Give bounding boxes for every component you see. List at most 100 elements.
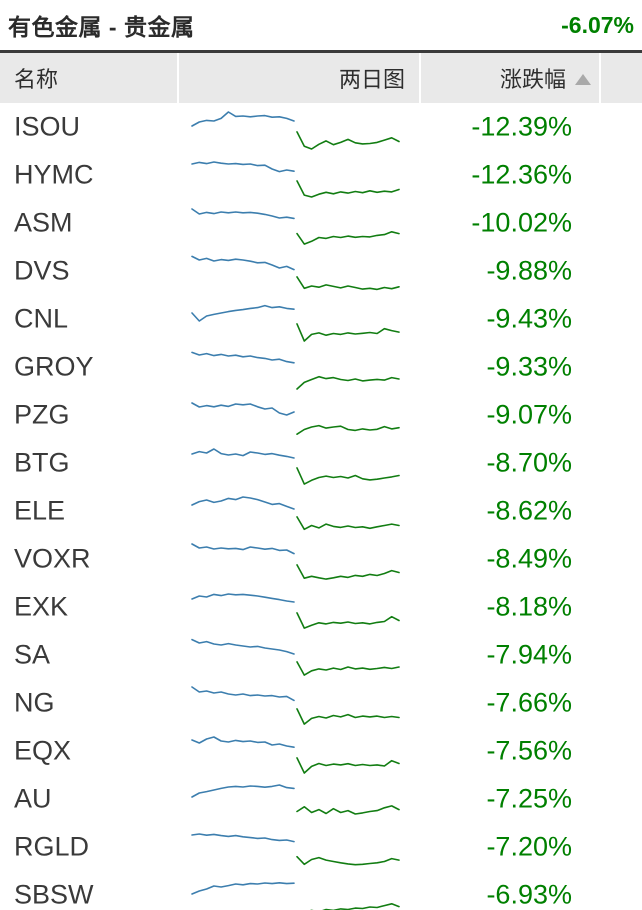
day2-line — [296, 375, 400, 390]
table-row[interactable]: ISOU -12.39% — [0, 103, 642, 151]
change-percent: -9.43% — [486, 303, 572, 334]
day2-line — [296, 230, 400, 245]
ticker-symbol: PZG — [14, 399, 70, 430]
change-percent: -8.49% — [486, 543, 572, 574]
table-row[interactable]: ASM -10.02% — [0, 199, 642, 247]
day2-line — [296, 424, 400, 436]
table-row[interactable]: NG -7.66% — [0, 679, 642, 727]
change-percent: -12.36% — [471, 159, 572, 190]
change-percent: -10.02% — [471, 207, 572, 238]
change-percent: -7.56% — [486, 735, 572, 766]
day1-line — [191, 496, 295, 510]
day2-line — [296, 661, 400, 676]
two-day-sparkline — [191, 833, 400, 866]
table-row[interactable]: HYMC -12.36% — [0, 151, 642, 199]
change-percent: -7.94% — [486, 639, 572, 670]
change-percent: -7.20% — [486, 831, 572, 862]
two-day-sparkline — [191, 208, 400, 245]
table-row[interactable]: RGLD -7.20% — [0, 823, 642, 871]
column-header-spacer — [601, 53, 642, 103]
two-day-sparkline — [191, 351, 400, 390]
ticker-symbol: EXK — [14, 591, 69, 622]
column-header-change-label: 涨跌幅 — [499, 67, 566, 92]
change-percent: -12.39% — [471, 111, 572, 142]
two-day-sparkline — [191, 496, 400, 531]
day2-line — [296, 323, 400, 342]
ticker-symbol: ASM — [14, 207, 73, 238]
table-row[interactable]: VOXR -8.49% — [0, 535, 642, 583]
stock-list: ISOU -12.39% HYMC -12.36% ASM -10.02% DV… — [0, 103, 642, 910]
table-row[interactable]: SBSW -6.93% — [0, 871, 642, 910]
column-header-name[interactable]: 名称 — [0, 53, 177, 103]
table-row[interactable]: BTG -8.70% — [0, 439, 642, 487]
two-day-sparkline — [191, 784, 400, 815]
change-percent: -8.70% — [486, 447, 572, 478]
ticker-symbol: SBSW — [14, 879, 94, 910]
table-header: 名称 两日图 涨跌幅 — [0, 53, 642, 103]
table-row[interactable]: AU -7.25% — [0, 775, 642, 823]
ticker-symbol: NG — [14, 687, 55, 718]
column-header-change[interactable]: 涨跌幅 — [421, 53, 599, 103]
ticker-symbol: HYMC — [14, 159, 94, 190]
two-day-sparkline — [191, 543, 400, 580]
table-row[interactable]: DVS -9.88% — [0, 247, 642, 295]
table-row[interactable]: ELE -8.62% — [0, 487, 642, 535]
ticker-symbol: SA — [14, 639, 51, 670]
table-row[interactable]: SA -7.94% — [0, 631, 642, 679]
day1-line — [191, 111, 295, 127]
day2-line — [309, 902, 400, 910]
two-day-sparkline — [191, 255, 400, 291]
day1-line — [191, 351, 295, 364]
two-day-sparkline — [191, 882, 400, 910]
ticker-symbol: CNL — [14, 303, 69, 334]
table-row[interactable]: CNL -9.43% — [0, 295, 642, 343]
day1-line — [191, 208, 295, 220]
day1-line — [191, 784, 295, 798]
ticker-symbol: GROY — [14, 351, 94, 382]
day2-line — [296, 564, 400, 580]
change-percent: -7.25% — [486, 783, 572, 814]
day2-line — [296, 855, 400, 866]
section-change-percent: -6.07% — [561, 11, 634, 38]
ticker-symbol: ISOU — [14, 111, 81, 142]
two-day-sparkline — [191, 161, 400, 198]
change-percent: -8.18% — [486, 591, 572, 622]
change-percent: -8.62% — [486, 495, 572, 526]
day2-line — [296, 708, 400, 725]
day2-line — [296, 612, 400, 629]
two-day-sparkline — [191, 686, 400, 725]
day1-line — [191, 882, 295, 895]
ticker-symbol: DVS — [14, 255, 70, 286]
day1-line — [191, 593, 295, 603]
ticker-symbol: ELE — [14, 495, 66, 526]
change-percent: -9.07% — [486, 399, 572, 430]
section-title: 有色金属 - 贵金属 — [8, 14, 195, 40]
two-day-sparkline — [191, 736, 400, 774]
two-day-sparkline — [191, 593, 400, 629]
table-row[interactable]: EXK -8.18% — [0, 583, 642, 631]
day1-line — [191, 161, 295, 173]
two-day-sparkline — [191, 111, 400, 150]
table-row[interactable]: EQX -7.56% — [0, 727, 642, 775]
day1-line — [191, 833, 295, 843]
two-day-sparkline — [191, 304, 400, 342]
ticker-symbol: EQX — [14, 735, 72, 766]
column-header-two-day-chart[interactable]: 两日图 — [179, 53, 419, 103]
day1-line — [191, 402, 295, 416]
change-percent: -7.66% — [486, 687, 572, 718]
two-day-sparkline — [191, 448, 400, 485]
day1-line — [191, 638, 295, 655]
day1-line — [191, 448, 295, 459]
day2-line — [296, 467, 400, 485]
day2-line — [296, 805, 400, 815]
table-row[interactable]: GROY -9.33% — [0, 343, 642, 391]
ticker-symbol: RGLD — [14, 831, 90, 862]
two-day-sparkline — [191, 402, 400, 436]
change-percent: -9.33% — [486, 351, 572, 382]
day2-line — [296, 180, 400, 198]
section-header: 有色金属 - 贵金属 -6.07% — [0, 0, 642, 53]
table-row[interactable]: PZG -9.07% — [0, 391, 642, 439]
day2-line — [296, 131, 400, 150]
ticker-symbol: AU — [14, 783, 52, 814]
two-day-sparkline — [191, 638, 400, 676]
